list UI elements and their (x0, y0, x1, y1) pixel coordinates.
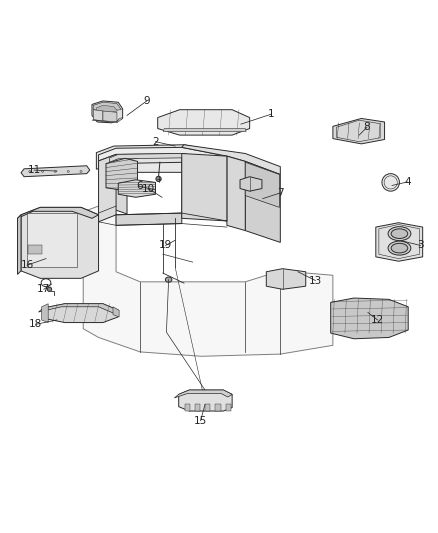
Polygon shape (376, 223, 423, 261)
Polygon shape (179, 390, 232, 411)
Polygon shape (112, 167, 127, 214)
Polygon shape (83, 206, 333, 356)
Polygon shape (42, 304, 48, 322)
Polygon shape (245, 162, 279, 207)
Polygon shape (185, 404, 190, 411)
Polygon shape (118, 180, 155, 197)
Polygon shape (116, 213, 182, 225)
Polygon shape (112, 152, 228, 172)
Ellipse shape (391, 229, 408, 238)
Text: 10: 10 (141, 183, 155, 193)
Text: 7: 7 (277, 188, 284, 198)
Polygon shape (43, 304, 118, 322)
Polygon shape (28, 246, 42, 254)
Polygon shape (93, 102, 121, 111)
Ellipse shape (80, 171, 82, 172)
Polygon shape (205, 404, 210, 411)
Ellipse shape (29, 171, 31, 172)
Polygon shape (27, 213, 77, 268)
Polygon shape (39, 304, 118, 313)
Text: 19: 19 (159, 240, 172, 251)
Polygon shape (227, 156, 245, 231)
Text: 17: 17 (37, 284, 50, 294)
Text: 12: 12 (371, 315, 384, 325)
Polygon shape (182, 154, 227, 221)
Text: 9: 9 (143, 96, 150, 106)
Polygon shape (21, 166, 90, 177)
Ellipse shape (388, 241, 411, 255)
Polygon shape (96, 106, 117, 114)
Polygon shape (106, 158, 138, 191)
Polygon shape (18, 207, 99, 219)
Polygon shape (96, 145, 258, 179)
Ellipse shape (42, 171, 44, 172)
Polygon shape (174, 390, 232, 398)
Polygon shape (182, 145, 280, 174)
Polygon shape (163, 128, 246, 132)
Polygon shape (333, 118, 385, 144)
Polygon shape (240, 177, 262, 191)
Ellipse shape (47, 224, 74, 257)
Ellipse shape (382, 174, 399, 191)
Polygon shape (113, 307, 119, 317)
Polygon shape (195, 404, 200, 411)
Polygon shape (158, 110, 250, 135)
Text: 1: 1 (268, 109, 275, 119)
Text: 3: 3 (417, 240, 424, 251)
Polygon shape (99, 155, 116, 222)
Polygon shape (215, 404, 221, 411)
Polygon shape (93, 110, 103, 121)
Ellipse shape (156, 176, 161, 182)
Polygon shape (18, 215, 21, 274)
Ellipse shape (388, 227, 411, 241)
Text: 2: 2 (152, 136, 159, 147)
Ellipse shape (67, 171, 69, 172)
Polygon shape (331, 298, 408, 339)
Polygon shape (266, 269, 306, 289)
Ellipse shape (166, 277, 172, 282)
Text: 18: 18 (29, 319, 42, 329)
Polygon shape (103, 111, 117, 122)
Polygon shape (21, 207, 99, 278)
Polygon shape (99, 147, 227, 162)
Text: 4: 4 (404, 177, 411, 187)
Ellipse shape (54, 171, 57, 172)
Text: 13: 13 (309, 276, 322, 286)
Polygon shape (92, 118, 123, 123)
Text: 6: 6 (136, 181, 143, 191)
Ellipse shape (47, 287, 52, 292)
Polygon shape (127, 146, 245, 159)
Polygon shape (245, 161, 280, 243)
Ellipse shape (391, 243, 408, 253)
Text: 8: 8 (364, 122, 371, 132)
Polygon shape (226, 404, 231, 411)
Text: 11: 11 (28, 165, 41, 175)
Polygon shape (110, 154, 223, 166)
Text: 16: 16 (21, 260, 34, 270)
Text: 15: 15 (194, 416, 207, 426)
Polygon shape (92, 101, 123, 123)
Polygon shape (197, 168, 228, 219)
Polygon shape (182, 154, 227, 221)
